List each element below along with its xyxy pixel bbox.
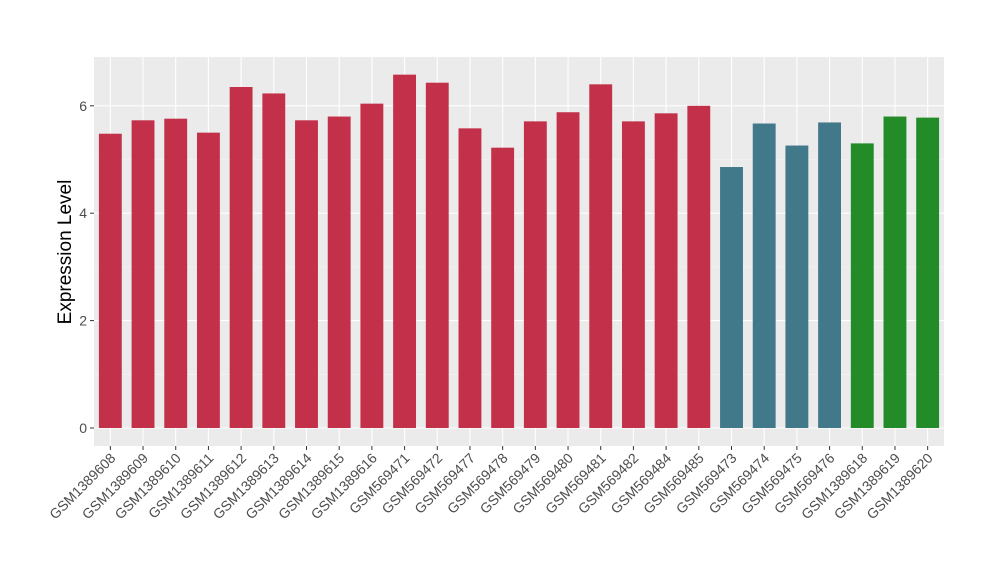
y-tick-label: 4 [79, 205, 87, 221]
bar-gsm1389610 [164, 118, 188, 428]
bar-gsm1389612 [229, 87, 253, 428]
bar-gsm569471 [393, 74, 417, 429]
y-axis: 0 2 4 6 [79, 98, 94, 436]
bar-gsm569478 [491, 147, 515, 428]
bar-gsm1389608 [98, 133, 122, 428]
plot-panel [94, 57, 944, 446]
bar-gsm569481 [589, 84, 613, 428]
bar-gsm1389615 [327, 116, 351, 428]
bar-gsm1389619 [883, 116, 907, 428]
bar-gsm569484 [654, 113, 678, 428]
y-tick-label: 2 [79, 313, 87, 329]
bar-gsm1389614 [295, 120, 318, 429]
bar-gsm569473 [720, 167, 743, 428]
y-tick-label: 6 [79, 98, 87, 114]
bar-gsm1389609 [131, 120, 155, 429]
bar-gsm569485 [687, 105, 711, 429]
bar-gsm569477 [458, 128, 482, 428]
bar-gsm569479 [523, 121, 547, 429]
bar-gsm1389613 [262, 93, 286, 428]
y-tick-label: 0 [79, 420, 87, 436]
bar-gsm569480 [556, 112, 580, 429]
bar-gsm1389618 [850, 143, 874, 428]
y-axis-title: Expression Level [55, 180, 76, 325]
bar-gsm569482 [621, 121, 645, 429]
bars [98, 74, 940, 429]
bar-gsm569475 [785, 145, 809, 429]
bar-gsm569472 [425, 82, 449, 429]
bar-gsm1389611 [196, 132, 220, 428]
bar-gsm1389620 [916, 117, 940, 429]
x-axis: GSM1389608GSM1389609GSM1389610GSM1389611… [46, 446, 936, 522]
bar-gsm569474 [752, 123, 776, 429]
bar-gsm569476 [818, 122, 842, 428]
bar-gsm1389616 [360, 103, 384, 429]
